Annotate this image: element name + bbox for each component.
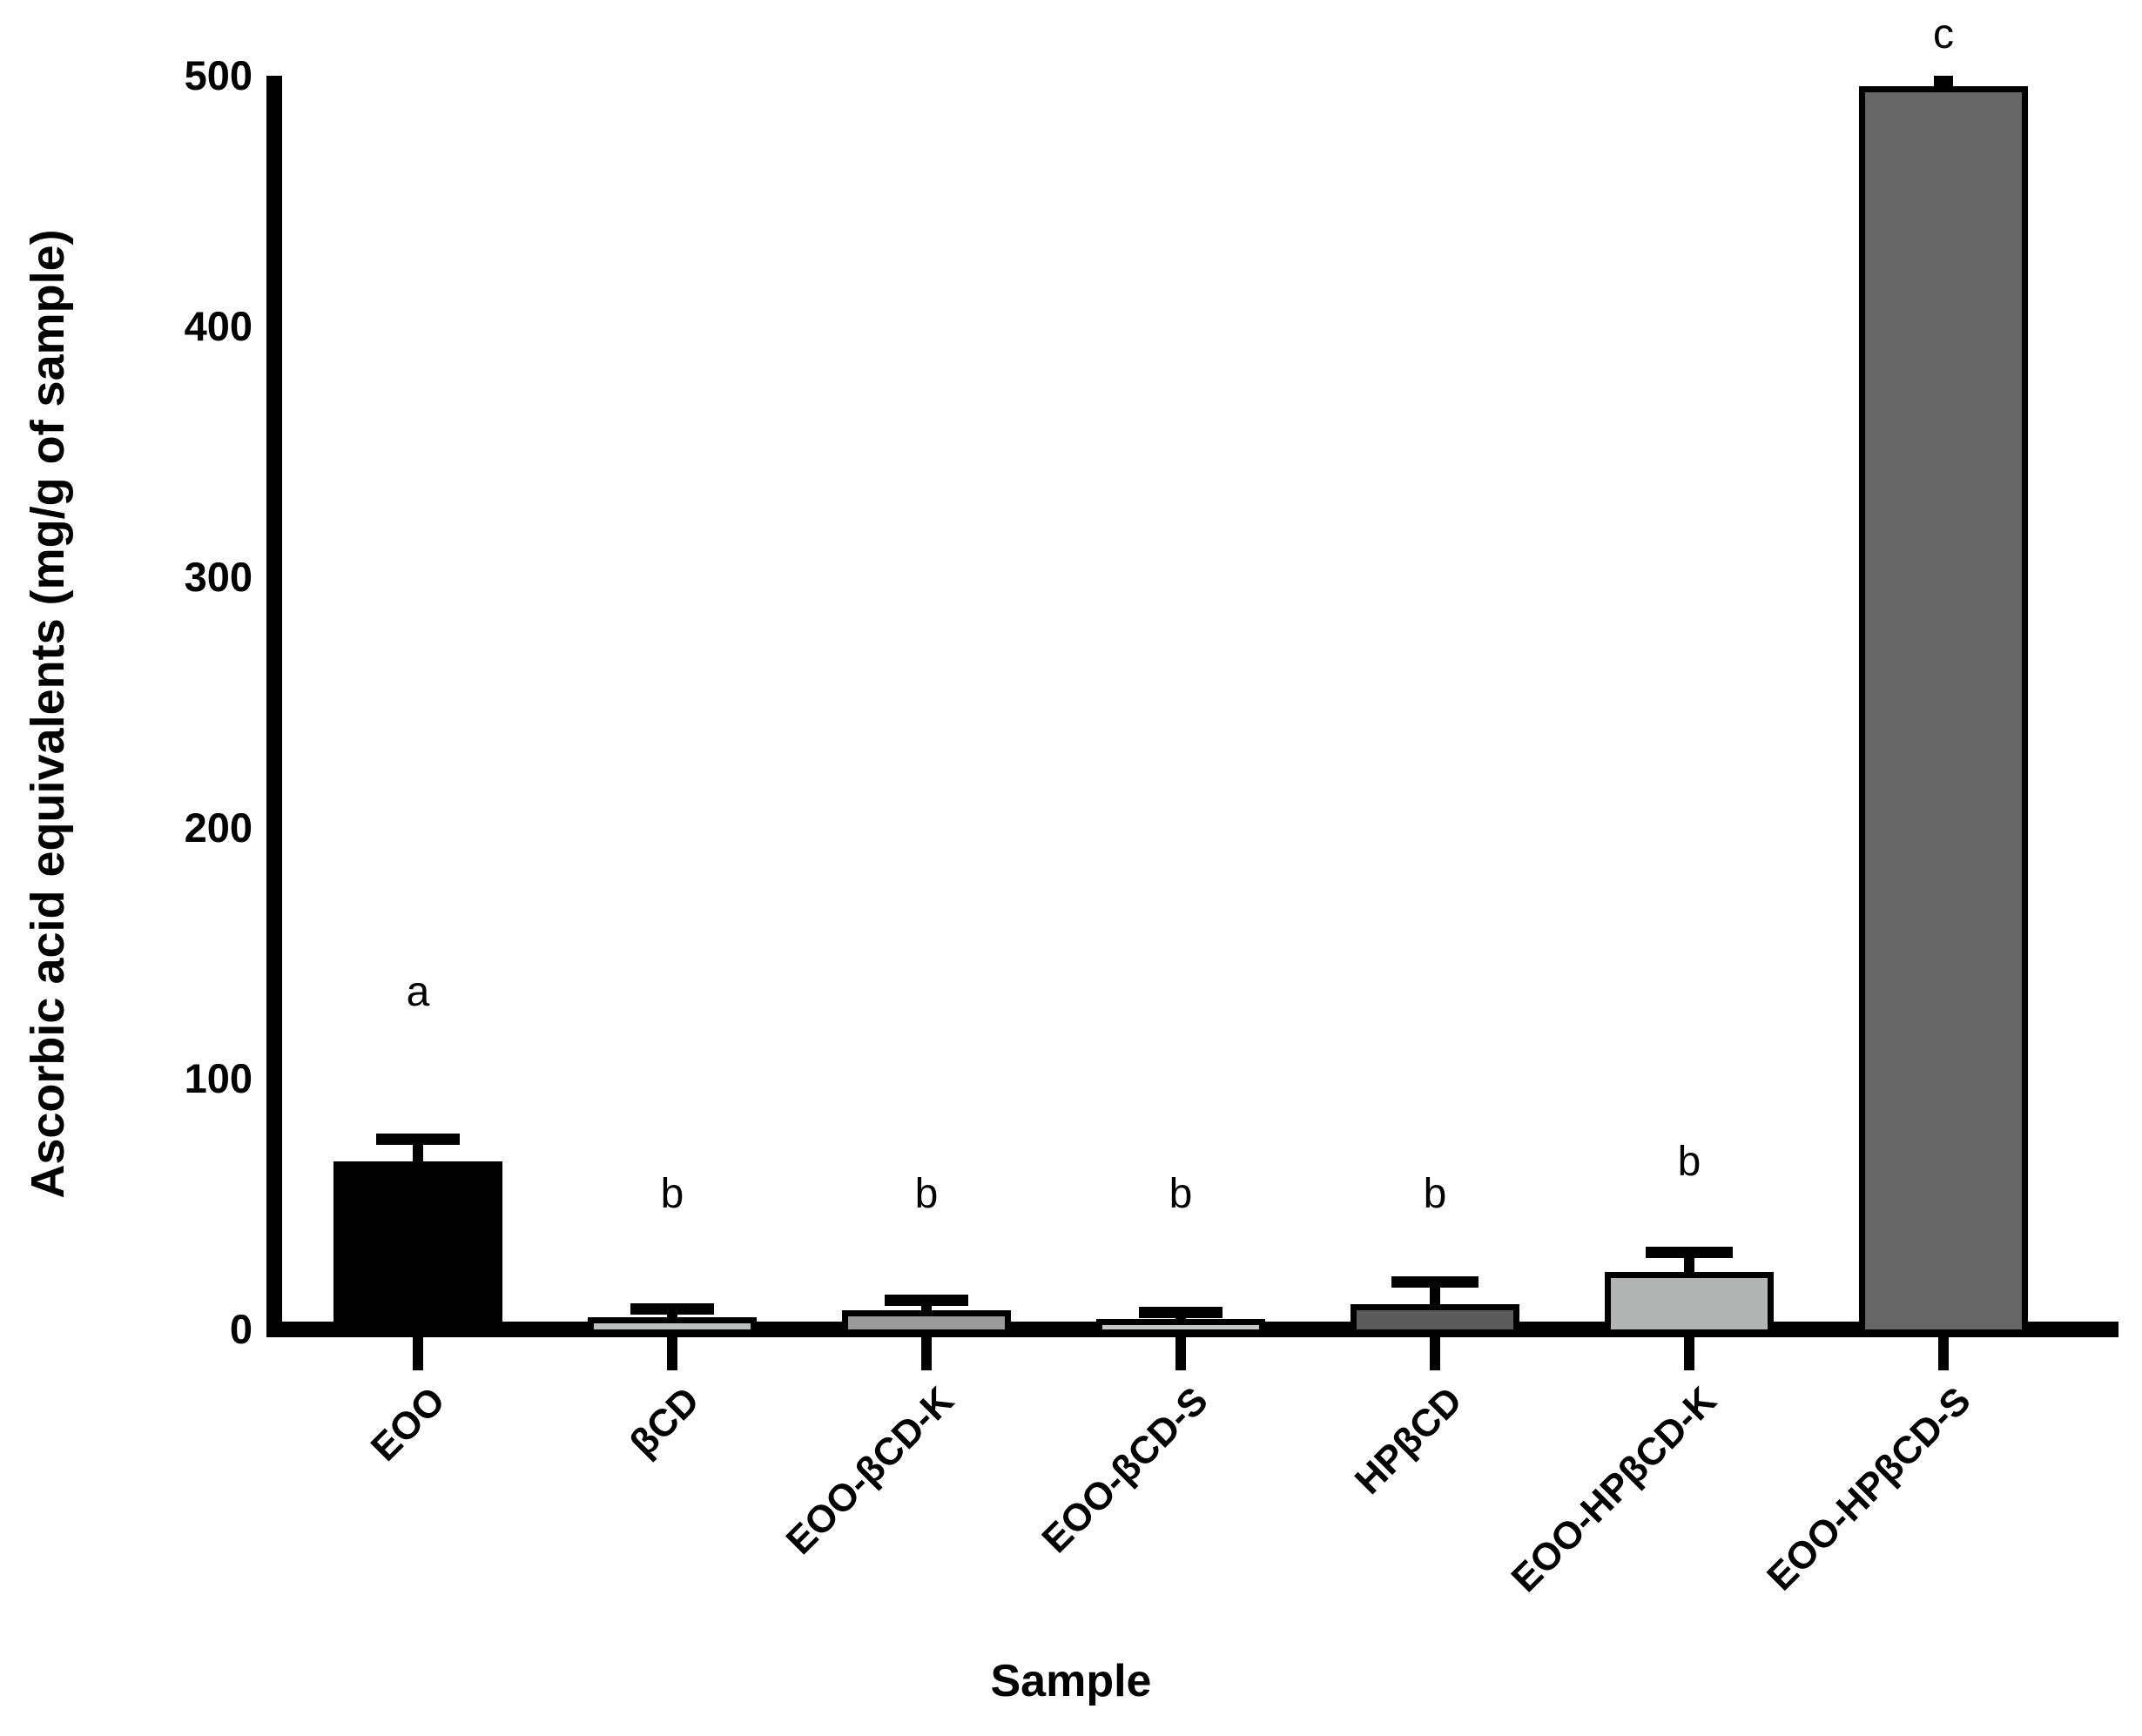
x-category-label: EOO [362, 1379, 454, 1470]
bar-EOO-βCD-K [842, 1310, 1011, 1329]
bar-EOO-HPβCD-S [1859, 85, 2028, 1329]
error-bar-stem [1684, 1251, 1694, 1277]
x-category-label: EOO-HPβCD-K [1503, 1379, 1725, 1601]
x-tick [1175, 1337, 1186, 1370]
bar-βCD [588, 1316, 757, 1329]
x-category-label: βCD [622, 1379, 708, 1465]
y-tick-label: 500 [184, 52, 253, 98]
bar-EOO-HPβCD-K [1605, 1271, 1774, 1329]
bar-HPβCD [1351, 1304, 1519, 1329]
error-bar-stem [413, 1139, 423, 1167]
y-tick-label: 300 [184, 554, 253, 600]
y-tick-label: 100 [184, 1055, 253, 1101]
x-tick [413, 1337, 423, 1370]
error-bar-cap [376, 1134, 460, 1146]
bar-EOO-βCD-S [1096, 1319, 1265, 1329]
x-tick [1684, 1337, 1694, 1370]
x-category-label: EOO-HPβCD-S [1759, 1379, 1979, 1599]
significance-letter: b [660, 1171, 684, 1217]
y-axis-line [266, 76, 282, 1337]
significance-letter: a [406, 969, 430, 1015]
significance-letter: b [1423, 1171, 1447, 1217]
significance-letter: c [1933, 11, 1954, 57]
y-tick-label: 200 [184, 804, 253, 851]
error-bar-cap [1646, 1246, 1733, 1258]
x-category-label: HPβCD [1346, 1379, 1471, 1503]
x-tick [1938, 1337, 1949, 1370]
error-bar-cap [1391, 1276, 1479, 1289]
error-bar-stem [1430, 1282, 1440, 1310]
error-bar-cap [1139, 1306, 1223, 1318]
bar-EOO [333, 1161, 502, 1329]
significance-letter: b [1169, 1171, 1193, 1217]
y-axis-title: Ascorbic acid equivalents (mg/g of sampl… [22, 229, 74, 1199]
error-bar-cap [1934, 75, 1953, 87]
x-tick [667, 1337, 677, 1370]
x-category-label: EOO-βCD-S [1034, 1379, 1216, 1562]
x-tick [1430, 1337, 1440, 1370]
x-category-label: EOO-βCD-K [778, 1379, 962, 1563]
x-axis-title: Sample [990, 1656, 1152, 1706]
x-tick [921, 1337, 932, 1370]
y-tick-label: 0 [229, 1306, 253, 1352]
significance-letter: b [914, 1171, 939, 1217]
y-tick-label: 400 [184, 303, 253, 349]
significance-letter: b [1677, 1139, 1701, 1185]
error-bar-cap [885, 1295, 968, 1307]
error-bar-cap [630, 1303, 714, 1315]
